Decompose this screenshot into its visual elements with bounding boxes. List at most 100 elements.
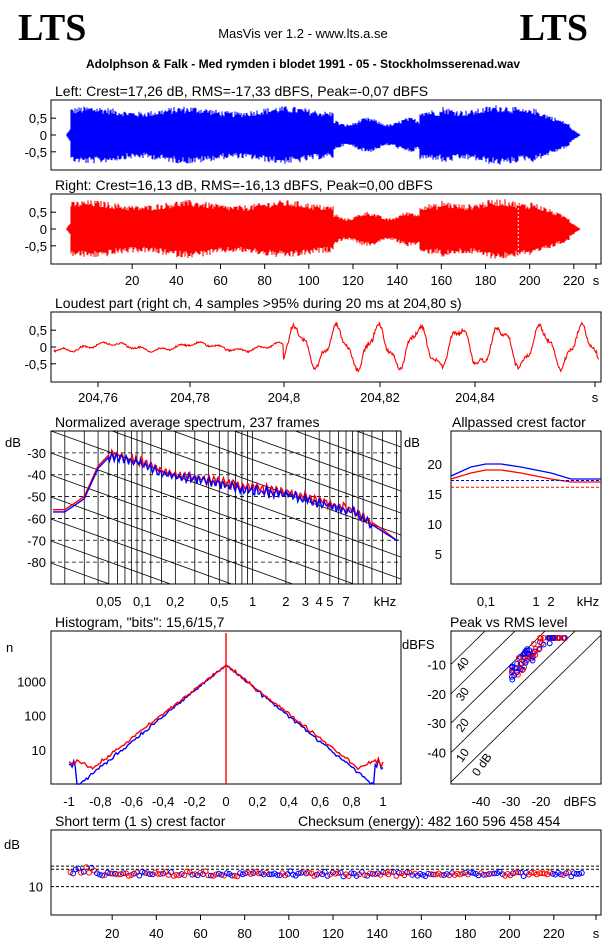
crest-xtick-label: 40 xyxy=(149,926,163,941)
crest-point xyxy=(250,870,257,876)
crest-point xyxy=(541,870,548,877)
pvr-xtick-unit: dBFS xyxy=(564,794,597,809)
crest-point xyxy=(104,869,111,876)
pvr-point xyxy=(530,641,537,647)
histogram-xtick-label: 0,8 xyxy=(343,794,361,809)
loudest-ytick-label: -0,5 xyxy=(25,357,47,372)
crest-point xyxy=(155,870,161,877)
histogram-xtick-label: 0 xyxy=(222,794,229,809)
allpass-xtick-label: 2 xyxy=(547,594,554,609)
pvr-ylabel: dBFS xyxy=(402,637,435,652)
crest-point xyxy=(173,871,180,878)
histogram-ytick-label: 100 xyxy=(24,709,46,724)
crest-point xyxy=(218,871,225,878)
crest-point xyxy=(78,869,84,876)
allpass-ytick-label: 10 xyxy=(428,517,442,532)
histogram-xtick-label: 0,6 xyxy=(311,794,329,809)
crest-point xyxy=(454,870,461,877)
crest-point xyxy=(563,870,569,877)
pvr-point xyxy=(509,663,515,670)
pvr-diag-group xyxy=(451,631,601,783)
crest-point xyxy=(168,869,175,876)
right-title: Right: Crest=16,13 dB, RMS=-16,13 dBFS, … xyxy=(55,177,433,193)
pvr-point xyxy=(530,654,536,660)
crest-point xyxy=(372,871,379,878)
crest-point xyxy=(192,871,198,877)
crest-point xyxy=(303,870,310,877)
crest-point xyxy=(258,870,265,877)
crest-point xyxy=(459,870,466,877)
crest-point xyxy=(571,870,577,877)
pvr-diagonal-label: 40 xyxy=(453,654,472,673)
histogram-xtick-label: 0,4 xyxy=(280,794,298,809)
spectrum-ytick-label: -80 xyxy=(27,555,46,570)
loudest-xtick-label: 204,78 xyxy=(170,390,210,405)
spectrum-diag xyxy=(294,431,401,470)
crest-point xyxy=(480,871,487,878)
right-xtick-label: 80 xyxy=(257,273,271,288)
crest-point xyxy=(157,871,164,877)
loudest-xtick-label: 204,76 xyxy=(78,390,118,405)
spectrum-diag xyxy=(172,431,401,514)
histogram-ytick-label: 1000 xyxy=(17,674,46,689)
pvr-ytick-label: -40 xyxy=(427,746,446,761)
allpass-ytick-label: 20 xyxy=(428,457,442,472)
right-wave-series xyxy=(66,199,581,259)
spectrum-ylabel: dB xyxy=(5,435,21,450)
crest-point xyxy=(568,873,575,880)
pvr-diagonal-label: 0 dB xyxy=(469,750,495,778)
crest-point xyxy=(107,870,114,877)
loudest-xtick-label: 204,84 xyxy=(455,390,495,405)
histogram-ytick-label: 10 xyxy=(32,743,46,758)
pvr-point xyxy=(515,655,522,661)
crest-point xyxy=(565,869,572,876)
crest-xtick-label: s xyxy=(593,926,600,941)
allpass-xtick-label: 0,1 xyxy=(477,594,495,609)
pvr-xtick-label: -20 xyxy=(532,794,551,809)
right-xtick-label: 180 xyxy=(475,273,497,288)
pvr-xtick-label: -40 xyxy=(472,794,491,809)
crest-point xyxy=(491,870,498,877)
right-xtick-label: 220 xyxy=(563,273,585,288)
crest-point xyxy=(321,869,328,875)
allpass-frame xyxy=(450,430,602,585)
spectrum-diag xyxy=(51,540,172,584)
pvr-ytick-label: -10 xyxy=(427,657,446,672)
spectrum-diag xyxy=(51,474,355,584)
spectrum-frame xyxy=(50,430,402,585)
spectrum-xtick-label: 2 xyxy=(282,594,289,609)
crest-point xyxy=(112,870,119,877)
left-wave-series xyxy=(66,105,581,165)
allpass-ytick-label: 15 xyxy=(428,487,442,502)
crest-point xyxy=(205,872,212,879)
crest-point xyxy=(420,872,426,878)
spectrum-xtick-unit: kHz xyxy=(374,594,396,609)
spectrum-series-blue xyxy=(53,451,399,541)
app-title: MasVis ver 1.2 - www.lts.a.se xyxy=(218,26,388,41)
pvr-diagonal xyxy=(451,631,486,665)
right-xtick-label: 60 xyxy=(213,273,227,288)
pvr-diagonal xyxy=(451,631,576,754)
pvr-point xyxy=(546,640,553,647)
crest-point xyxy=(488,870,495,877)
crest-point xyxy=(70,870,76,877)
histogram-xtick-label: 1 xyxy=(379,794,386,809)
crest-point xyxy=(144,870,151,877)
pvr-point xyxy=(520,658,527,665)
pvr-point xyxy=(536,646,542,653)
crest-point xyxy=(369,871,376,877)
crest-point xyxy=(518,869,524,876)
crest-point xyxy=(515,869,522,876)
crest-point xyxy=(300,869,307,876)
loudest-xtick-label: 204,8 xyxy=(268,390,301,405)
spectrum-ytick-label: -70 xyxy=(27,533,46,548)
crest-point xyxy=(274,872,281,878)
crest-point xyxy=(404,869,410,876)
crest-point xyxy=(115,871,121,878)
crest-point xyxy=(94,870,100,877)
crest-point xyxy=(83,864,90,871)
crest-point xyxy=(202,868,209,875)
crest-point xyxy=(147,871,153,877)
crest-point xyxy=(470,870,477,876)
left-ytick-label: 0,5 xyxy=(29,111,47,126)
